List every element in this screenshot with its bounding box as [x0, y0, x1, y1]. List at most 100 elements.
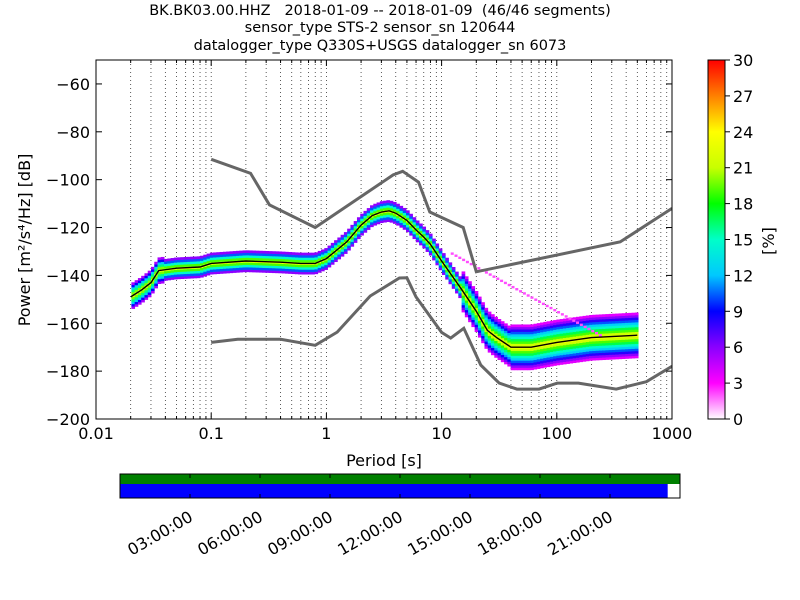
density-cell	[536, 366, 541, 369]
density-cell	[605, 316, 610, 320]
density-cell	[540, 360, 544, 364]
density-cell	[611, 342, 616, 346]
density-cell	[572, 334, 577, 337]
density-cell	[484, 310, 489, 313]
density-cell	[402, 210, 407, 214]
density-cell	[330, 247, 335, 251]
density-cell	[494, 326, 498, 330]
density-cell	[432, 243, 436, 247]
density-cell	[520, 348, 525, 352]
density-cell	[321, 249, 325, 253]
density-cell	[435, 243, 440, 247]
density-cell	[530, 362, 534, 366]
density-cell	[468, 319, 472, 323]
density-cell	[628, 353, 632, 357]
density-cell	[386, 207, 391, 211]
high-noise-model-line	[210, 157, 672, 274]
density-cell	[229, 265, 234, 269]
colorbar-tick-label: 30	[733, 51, 753, 70]
x-tick-label: 0.1	[198, 424, 223, 443]
density-cell	[559, 328, 564, 332]
density-cell	[500, 323, 505, 327]
density-cell	[347, 233, 351, 237]
x-tick-label: 100	[542, 424, 573, 443]
density-cell	[183, 268, 188, 272]
density-cell	[353, 223, 358, 227]
density-cell	[386, 204, 391, 208]
density-cell	[497, 357, 502, 361]
density-cell	[428, 236, 433, 239]
density-cell	[337, 239, 342, 243]
density-cell	[526, 334, 531, 337]
density-cell	[471, 307, 476, 311]
density-cell	[298, 259, 302, 263]
density-cell	[180, 257, 185, 260]
timeline-bar-green	[120, 474, 680, 484]
density-cell	[487, 316, 492, 320]
density-cell	[543, 355, 547, 359]
density-cell	[559, 350, 564, 353]
density-cell	[190, 271, 194, 274]
density-cell	[193, 270, 198, 274]
density-cell	[517, 334, 521, 337]
density-cell	[494, 316, 498, 320]
density-cell	[432, 238, 436, 242]
density-cell	[543, 333, 547, 337]
density-cell	[487, 321, 492, 324]
density-cell	[500, 354, 505, 358]
density-cell	[618, 351, 623, 355]
colorbar-tick-label: 6	[733, 338, 743, 357]
density-cell	[458, 281, 462, 284]
density-cell	[598, 321, 603, 325]
density-cell	[487, 340, 492, 344]
density-cell	[500, 357, 505, 360]
density-cell	[507, 330, 512, 334]
density-cell	[562, 349, 567, 353]
density-cell	[327, 247, 332, 251]
density-cell	[566, 351, 570, 355]
density-cell	[370, 222, 374, 225]
density-cell	[562, 352, 567, 355]
density-cell	[396, 215, 400, 219]
density-cell	[605, 328, 610, 332]
density-cell	[507, 342, 512, 345]
density-cell	[507, 349, 512, 353]
density-cell	[347, 240, 351, 244]
density-cell	[520, 365, 525, 368]
density-cell	[553, 324, 557, 328]
density-cell	[536, 356, 541, 360]
density-cell	[585, 320, 590, 323]
density-cell	[406, 210, 410, 214]
density-cell	[134, 284, 139, 288]
density-cell	[200, 262, 204, 266]
density-cell	[477, 306, 482, 309]
density-cell	[598, 340, 603, 344]
density-cell	[275, 251, 279, 255]
density-cell	[334, 259, 338, 263]
density-cell	[464, 285, 469, 289]
density-cell	[549, 306, 553, 310]
density-cell	[615, 347, 619, 350]
density-cell	[196, 261, 201, 264]
density-cell	[271, 265, 276, 269]
density-cell	[445, 276, 449, 280]
density-cell	[494, 331, 498, 334]
density-cell	[402, 222, 407, 225]
density-cell	[154, 285, 158, 289]
density-cell	[530, 353, 534, 356]
density-cell	[183, 276, 188, 279]
density-cell	[301, 259, 306, 263]
density-cell	[608, 340, 613, 343]
density-cell	[216, 271, 221, 275]
density-cell	[321, 261, 325, 265]
density-cell	[226, 253, 230, 257]
density-cell	[481, 330, 485, 334]
density-cell	[301, 269, 306, 273]
density-cell	[370, 219, 374, 223]
density-cell	[157, 266, 162, 270]
density-cell	[458, 276, 462, 279]
density-cell	[595, 328, 600, 332]
density-cell	[141, 275, 145, 279]
density-cell	[559, 347, 564, 351]
density-cell	[569, 360, 574, 364]
